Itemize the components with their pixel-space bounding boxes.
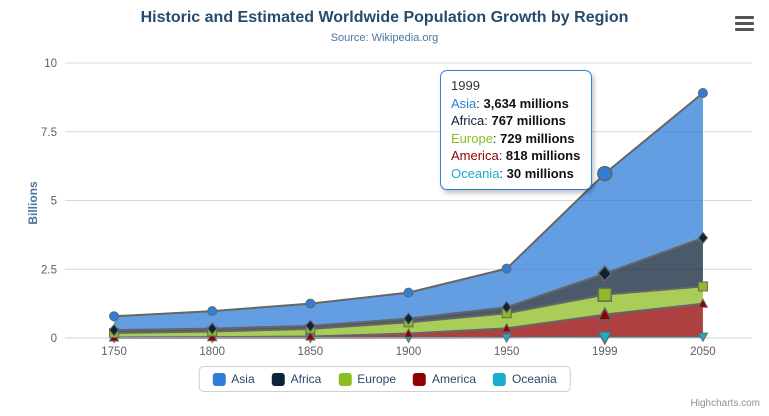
- hamburger-icon: [735, 28, 754, 31]
- tooltip-row-america: America: 818 millions: [451, 148, 581, 163]
- data-point-europe-2050[interactable]: [697, 281, 708, 292]
- data-point-asia-1900[interactable]: [403, 287, 414, 298]
- data-point-asia-1950[interactable]: [501, 263, 512, 274]
- legend-swatch-america: [413, 372, 427, 386]
- data-point-oceania-2050[interactable]: [697, 332, 709, 343]
- area-band-asia[interactable]: [114, 93, 703, 331]
- legend-item-asia[interactable]: Asia: [212, 372, 255, 386]
- tooltip: 1999 Asia: 3,634 millions Africa: 767 mil…: [440, 70, 592, 190]
- data-point-africa-1800[interactable]: [207, 322, 218, 335]
- legend-label: Asia: [231, 372, 255, 386]
- data-point-america-1850[interactable]: [305, 330, 316, 341]
- data-point-asia-1750[interactable]: [109, 311, 120, 322]
- tooltip-series-value: 818 millions: [505, 148, 581, 163]
- y-axis-label: 7.5: [41, 127, 57, 139]
- chart-title: Historic and Estimated Worldwide Populat…: [140, 9, 629, 26]
- data-point-africa-1999[interactable]: [597, 264, 613, 283]
- tooltip-series-value: 767 millions: [491, 113, 566, 128]
- data-point-africa-2050[interactable]: [697, 231, 709, 245]
- x-axis-label: 1950: [494, 346, 520, 358]
- data-point-america-1950[interactable]: [501, 322, 512, 333]
- hamburger-icon: [735, 16, 754, 19]
- legend-item-oceania[interactable]: Oceania: [493, 372, 557, 386]
- legend-item-africa[interactable]: Africa: [271, 372, 322, 386]
- legend-swatch-asia: [212, 372, 226, 386]
- tooltip-row-europe: Europe: 729 millions: [451, 130, 575, 146]
- x-axis-label: 1750: [101, 346, 127, 358]
- y-axis-label: 5: [51, 196, 57, 208]
- tooltip-row-africa: Africa: 767 millions: [451, 113, 566, 128]
- tooltip-series-value: 729 millions: [500, 130, 575, 146]
- legend-swatch-oceania: [493, 372, 507, 386]
- data-point-asia-1999[interactable]: [597, 165, 613, 182]
- x-axis-label: 1999: [592, 346, 618, 358]
- y-axis-label: 2.5: [41, 264, 57, 276]
- data-point-america-1800[interactable]: [206, 331, 218, 342]
- tooltip-rows: Asia: 3,634 millions Africa: 767 millions…: [451, 95, 581, 183]
- legend-item-europe[interactable]: Europe: [338, 372, 396, 386]
- tooltip-series-name: Africa: [451, 113, 485, 128]
- tooltip-series-name: America: [451, 148, 499, 163]
- x-axis-label: 1800: [199, 346, 225, 358]
- data-point-america-2050[interactable]: [697, 298, 709, 308]
- data-point-oceania-1999[interactable]: [597, 331, 613, 346]
- x-axis-label: 1900: [396, 346, 422, 358]
- tooltip-series-name: Asia: [451, 95, 477, 111]
- x-axis-label: 2050: [690, 346, 716, 358]
- area-band-america[interactable]: [114, 303, 703, 338]
- legend: Asia Africa Europe America Oceania: [198, 366, 571, 392]
- y-axis-title: Billions: [26, 181, 40, 225]
- y-axis-label: 0: [51, 333, 57, 345]
- tooltip-series-name: Oceania: [451, 165, 500, 181]
- data-point-africa-1950[interactable]: [501, 300, 512, 314]
- x-axis-label: 1850: [298, 346, 324, 358]
- legend-label: America: [432, 372, 477, 386]
- tooltip-header: 1999: [451, 78, 480, 93]
- area-band-africa[interactable]: [114, 237, 703, 333]
- hamburger-icon: [735, 22, 754, 25]
- legend-swatch-europe: [338, 372, 352, 386]
- data-point-africa-1900[interactable]: [403, 312, 414, 325]
- tooltip-row-asia: Asia: 3,634 millions: [451, 95, 569, 111]
- tooltip-series-value: 30 millions: [506, 165, 574, 181]
- legend-label: Europe: [357, 372, 397, 386]
- data-point-asia-1850[interactable]: [305, 298, 316, 309]
- tooltip-series-value: 3,634 millions: [483, 95, 569, 111]
- context-menu-button[interactable]: [735, 16, 754, 31]
- data-point-africa-1850[interactable]: [305, 319, 316, 333]
- data-point-america-1900[interactable]: [403, 328, 414, 338]
- data-point-america-1999[interactable]: [597, 306, 613, 321]
- legend-item-america[interactable]: America: [413, 372, 476, 386]
- y-axis-label: 10: [44, 58, 57, 70]
- data-point-oceania-1950[interactable]: [501, 333, 512, 344]
- tooltip-row-oceania: Oceania: 30 millions: [451, 165, 574, 181]
- data-point-africa-1750[interactable]: [108, 323, 120, 337]
- tooltip-series-name: Europe: [451, 130, 493, 146]
- credits-link[interactable]: Highcharts.com: [690, 398, 760, 409]
- data-point-asia-2050[interactable]: [697, 88, 708, 99]
- data-point-europe-1999[interactable]: [597, 287, 613, 302]
- legend-label: Africa: [290, 372, 322, 386]
- data-point-asia-1800[interactable]: [207, 306, 218, 317]
- chart-subtitle: Source: Wikipedia.org: [330, 32, 439, 44]
- legend-label: Oceania: [512, 372, 557, 386]
- legend-swatch-africa: [271, 372, 285, 386]
